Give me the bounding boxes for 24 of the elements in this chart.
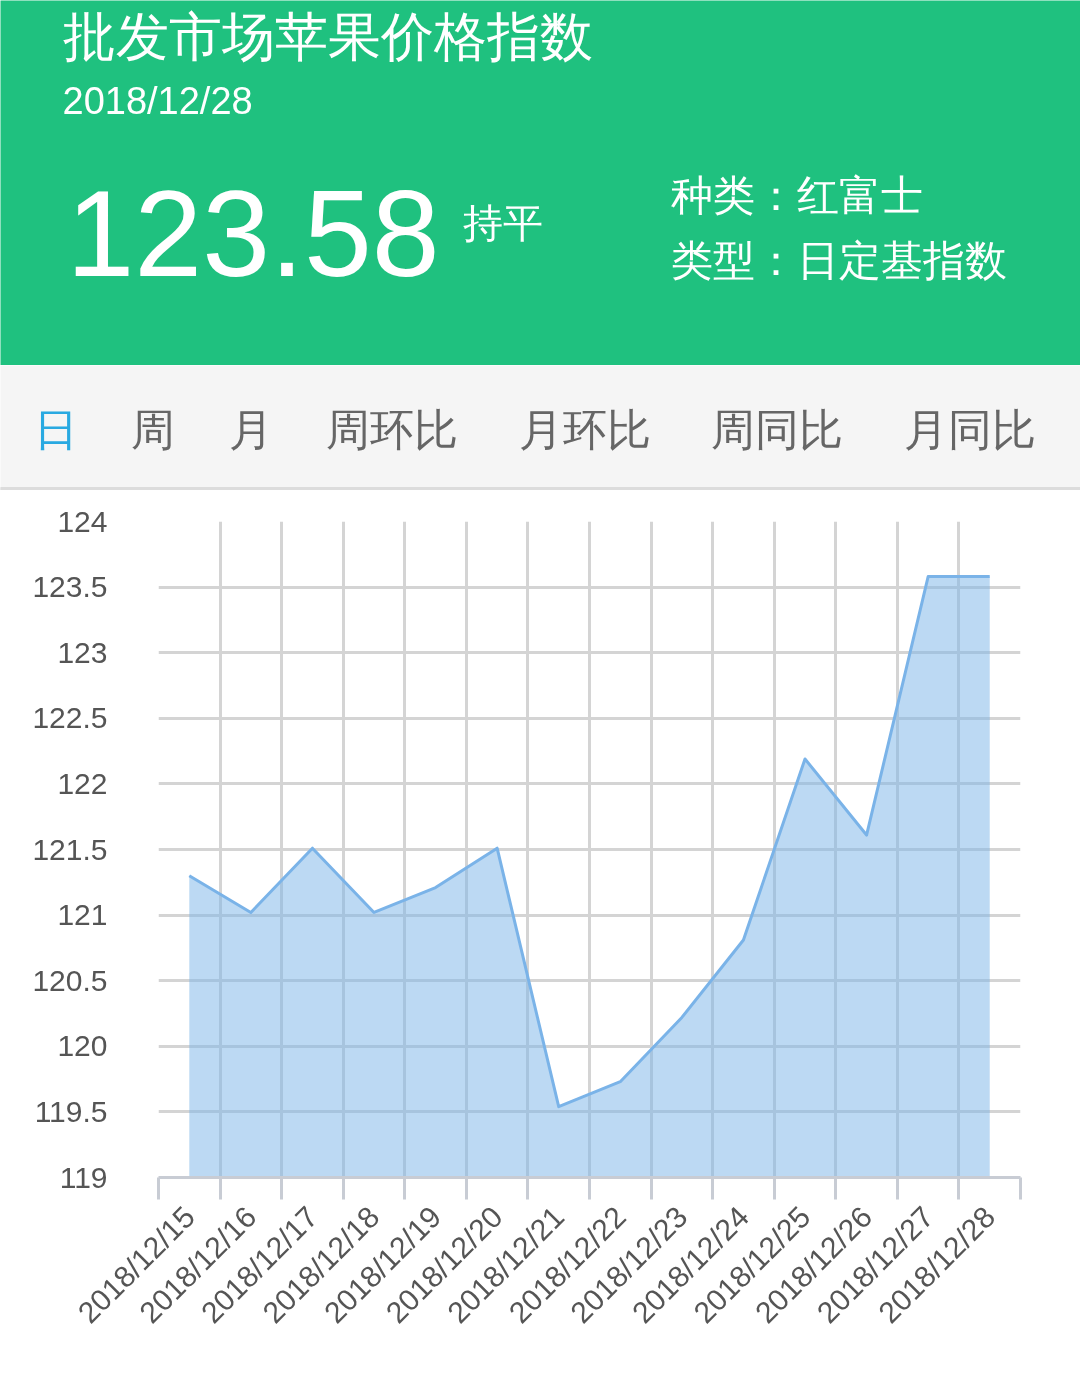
chart-title: 批发市场苹果价格指数 [62,6,593,67]
text: 周同比 [711,404,843,455]
chart-subtitle: 2018/12/28 [62,79,253,122]
y-tick-label: 120 [57,1029,108,1063]
y-tick-label: 123 [57,635,108,669]
text: 类型：日定基指数 [670,236,1007,285]
text: 种类：红富士 [670,171,923,220]
y-tick-label: 119 [59,1160,108,1194]
text: 月同比 [903,404,1036,455]
text: 日 [33,404,78,455]
text: 月环比 [518,404,651,455]
y-tick-label: 120.5 [32,963,108,997]
text: 周 [131,404,175,455]
text: 123.58 [66,166,440,302]
y-tick-label: 121.5 [32,832,108,866]
y-tick-label: 122 [57,766,108,800]
text: 周环比 [326,404,458,455]
y-tick-label: 122.5 [32,701,108,735]
y-tick-label: 119.5 [34,1094,108,1128]
text: 持平 [462,199,543,246]
y-tick-label: 124 [57,504,108,538]
y-tick-label: 121 [57,898,108,932]
text: 月 [228,404,273,455]
y-tick-label: 123.5 [32,570,108,604]
